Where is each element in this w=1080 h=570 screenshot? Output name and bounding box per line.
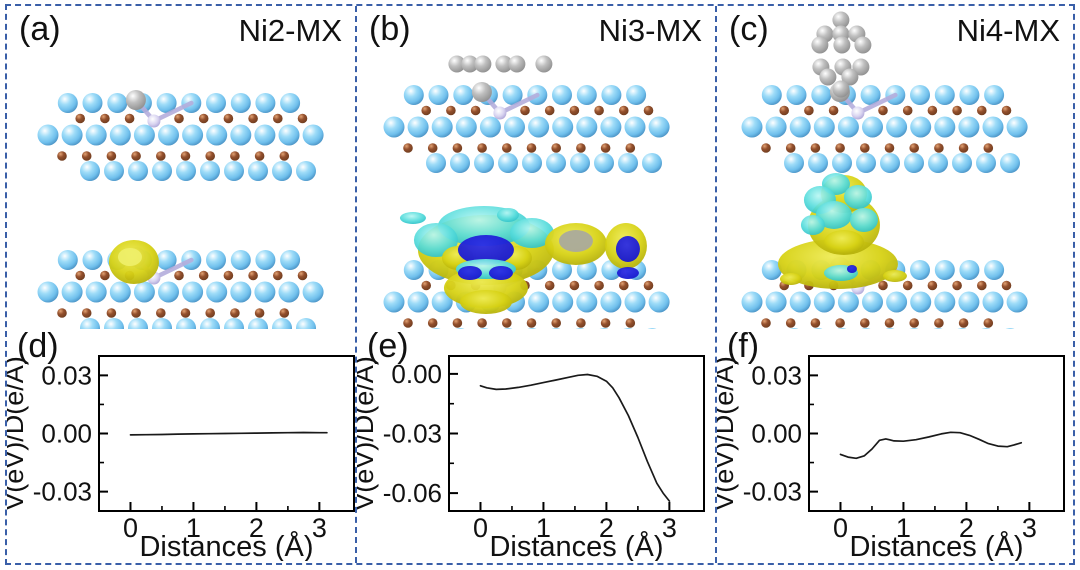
svg-text:0.00: 0.00 [751, 419, 802, 449]
svg-text:1: 1 [896, 513, 911, 543]
svg-text:3: 3 [1022, 513, 1037, 543]
chart-e-label: (e) [367, 327, 409, 365]
atomic-structure-b [383, 55, 670, 329]
panel-b: (b) Ni3-MX (e) 0 1 2 3 0.00 -0.03 -0.06 Distanc… [357, 6, 717, 563]
y-axis-label: V(eV)/D(e/Å) [357, 356, 379, 511]
atomic-structure-c [741, 11, 1028, 329]
svg-text:-0.06: -0.06 [383, 478, 442, 508]
line-chart-d: 0 1 2 3 0.03 0.00 -0.03 Distances (Å) V(eV)/D(e/… [7, 355, 355, 561]
svg-text:0: 0 [123, 513, 138, 543]
svg-text:0.00: 0.00 [41, 419, 92, 449]
line-chart-e: 0 1 2 3 0.00 -0.03 -0.06 Distances (Å) V(eV)/D(e… [357, 355, 705, 561]
svg-text:2: 2 [249, 513, 264, 543]
svg-text:1: 1 [186, 513, 201, 543]
line-chart-f: 0 1 2 3 0.03 0.00 -0.03 Distances (Å) V(eV)/D(e/… [717, 355, 1065, 561]
svg-text:-0.03: -0.03 [33, 477, 92, 507]
chart-panel-e: (e) 0 1 2 3 0.00 -0.03 -0.06 Distances (Å) V(eV)… [357, 327, 715, 561]
upper-slab [383, 55, 670, 173]
x-axis-label: Distances (Å) [849, 530, 1023, 561]
svg-text:0: 0 [473, 513, 488, 543]
svg-text:0.03: 0.03 [41, 360, 92, 390]
lower-slab-with-isosurface [383, 206, 670, 329]
chart-d-label: (d) [17, 327, 59, 365]
y-axis-label: V(eV)/D(e/Å) [7, 356, 29, 511]
panel-a: (a) Ni2-MX (d) 0 1 2 3 0.03 0.00 -0.03 Distance… [7, 6, 357, 563]
upper-slab [741, 11, 1028, 173]
svg-text:0: 0 [833, 513, 848, 543]
panel-a-title: Ni2-MX [238, 13, 342, 48]
atomic-structure-a [37, 90, 324, 329]
svg-text:3: 3 [662, 513, 677, 543]
upper-slab [37, 90, 324, 181]
panel-c-title: Ni4-MX [956, 13, 1060, 48]
chart-f-label: (f) [727, 327, 760, 365]
panel-a-label: (a) [19, 10, 61, 48]
svg-text:0.00: 0.00 [391, 359, 442, 389]
panel-b-label: (b) [369, 10, 411, 48]
svg-text:0.03: 0.03 [751, 360, 802, 390]
chart-panel-f: (f) 0 1 2 3 0.03 0.00 -0.03 Distances (Å) V(eV)/… [717, 327, 1073, 561]
lower-slab-with-isosurface [741, 173, 1028, 329]
x-axis-label: Distances (Å) [139, 530, 313, 561]
svg-text:-0.03: -0.03 [383, 419, 442, 449]
figure-frame: (a) Ni2-MX (d) 0 1 2 3 0.03 0.00 -0.03 Distance… [5, 4, 1075, 565]
svg-text:3: 3 [312, 513, 327, 543]
svg-text:2: 2 [599, 513, 614, 543]
panel-c: (c) Ni4-MX (f) 0 1 2 3 0.03 0.00 -0.03 Distance… [717, 6, 1073, 563]
chart-panel-d: (d) 0 1 2 3 0.03 0.00 -0.03 Distances (Å) V(eV)/… [7, 327, 355, 561]
lower-slab-with-isosurface [37, 240, 324, 329]
x-axis-label: Distances (Å) [489, 530, 663, 561]
svg-text:2: 2 [959, 513, 974, 543]
svg-text:1: 1 [536, 513, 551, 543]
y-axis-label: V(eV)/D(e/Å) [717, 356, 739, 511]
panel-b-title: Ni3-MX [598, 13, 702, 48]
panel-c-label: (c) [729, 10, 769, 48]
svg-text:-0.03: -0.03 [743, 477, 802, 507]
